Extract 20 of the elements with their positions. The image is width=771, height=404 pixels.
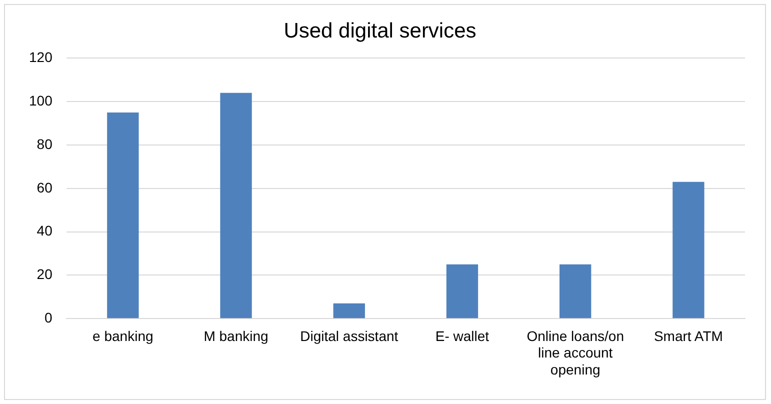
- y-tick-label: 0: [44, 309, 53, 326]
- x-tick-label: E- wallet: [435, 328, 490, 344]
- y-tick-label: 80: [36, 136, 53, 152]
- bar: [560, 264, 592, 318]
- bar: [672, 182, 704, 318]
- y-tick-label: 40: [36, 222, 53, 239]
- y-tick-label: 100: [29, 92, 53, 108]
- y-tick-label: 20: [36, 266, 53, 282]
- y-tick-label: 120: [29, 49, 53, 66]
- x-tick-label: e banking: [92, 328, 154, 344]
- x-tick-label: Online loans/on line account opening: [526, 328, 624, 378]
- bar: [220, 92, 252, 318]
- y-tick-label: 60: [36, 179, 53, 196]
- bar: [107, 112, 139, 318]
- x-tick-label: Smart ATM: [654, 328, 723, 344]
- bar: [446, 264, 478, 318]
- chart-title: Used digital services: [284, 19, 476, 42]
- bar: [333, 303, 365, 318]
- x-tick-label: Digital assistant: [300, 328, 398, 344]
- x-tick-label: M banking: [204, 328, 268, 344]
